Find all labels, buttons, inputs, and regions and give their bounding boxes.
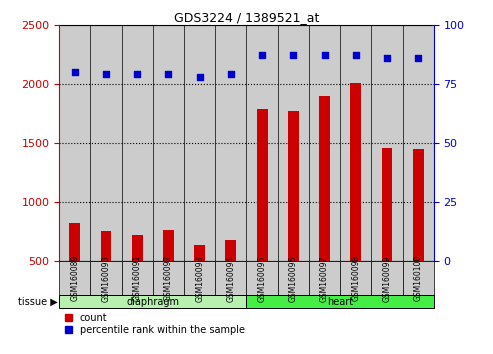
Bar [122,261,153,295]
Bar [403,261,434,295]
Bar [59,25,90,261]
Point [320,53,328,58]
Bar [132,235,142,261]
Text: GSM160090: GSM160090 [102,255,110,302]
Bar [278,25,309,261]
Bar [194,245,205,261]
Bar [257,109,268,261]
Text: GSM160100: GSM160100 [414,255,423,302]
Bar [371,25,403,261]
Point [196,74,204,80]
Bar [371,261,403,295]
Text: GSM160099: GSM160099 [383,255,391,302]
Text: GSM160092: GSM160092 [164,255,173,302]
Bar [351,83,361,261]
Point [258,53,266,58]
Text: heart: heart [327,297,353,307]
Point [227,72,235,77]
Bar [59,295,246,308]
Text: GSM160098: GSM160098 [352,255,360,302]
Text: GSM160097: GSM160097 [320,255,329,302]
Text: GSM160095: GSM160095 [258,255,267,302]
Bar [59,261,90,295]
Bar [309,25,340,261]
Bar [163,230,174,261]
Bar [215,261,246,295]
Text: tissue ▶: tissue ▶ [18,297,58,307]
Bar [246,25,278,261]
Bar [340,25,371,261]
Bar [246,295,434,308]
Bar [122,25,153,261]
Bar [153,25,184,261]
Text: GSM160094: GSM160094 [226,255,235,302]
Text: GSM160091: GSM160091 [133,255,141,302]
Bar [184,25,215,261]
Bar [90,261,122,295]
Title: GDS3224 / 1389521_at: GDS3224 / 1389521_at [174,11,319,24]
Bar [70,223,80,261]
Bar [184,261,215,295]
Bar [340,261,371,295]
Bar [288,111,299,261]
Text: GSM160089: GSM160089 [70,255,79,302]
Point [352,53,360,58]
Text: diaphragm: diaphragm [126,297,179,307]
Bar [215,25,246,261]
Bar [278,261,309,295]
Bar [225,240,236,261]
Point [165,72,173,77]
Point [102,72,110,77]
Legend: count, percentile rank within the sample: count, percentile rank within the sample [64,312,246,336]
Bar [90,25,122,261]
Bar [403,25,434,261]
Bar [101,231,111,261]
Point [383,55,391,61]
Point [414,55,422,61]
Bar [319,96,330,261]
Text: GSM160096: GSM160096 [289,255,298,302]
Point [133,72,141,77]
Bar [309,261,340,295]
Point [289,53,297,58]
Bar [153,261,184,295]
Point [71,69,79,75]
Bar [382,148,392,261]
Bar [246,261,278,295]
Bar [413,149,423,261]
Text: GSM160093: GSM160093 [195,255,204,302]
